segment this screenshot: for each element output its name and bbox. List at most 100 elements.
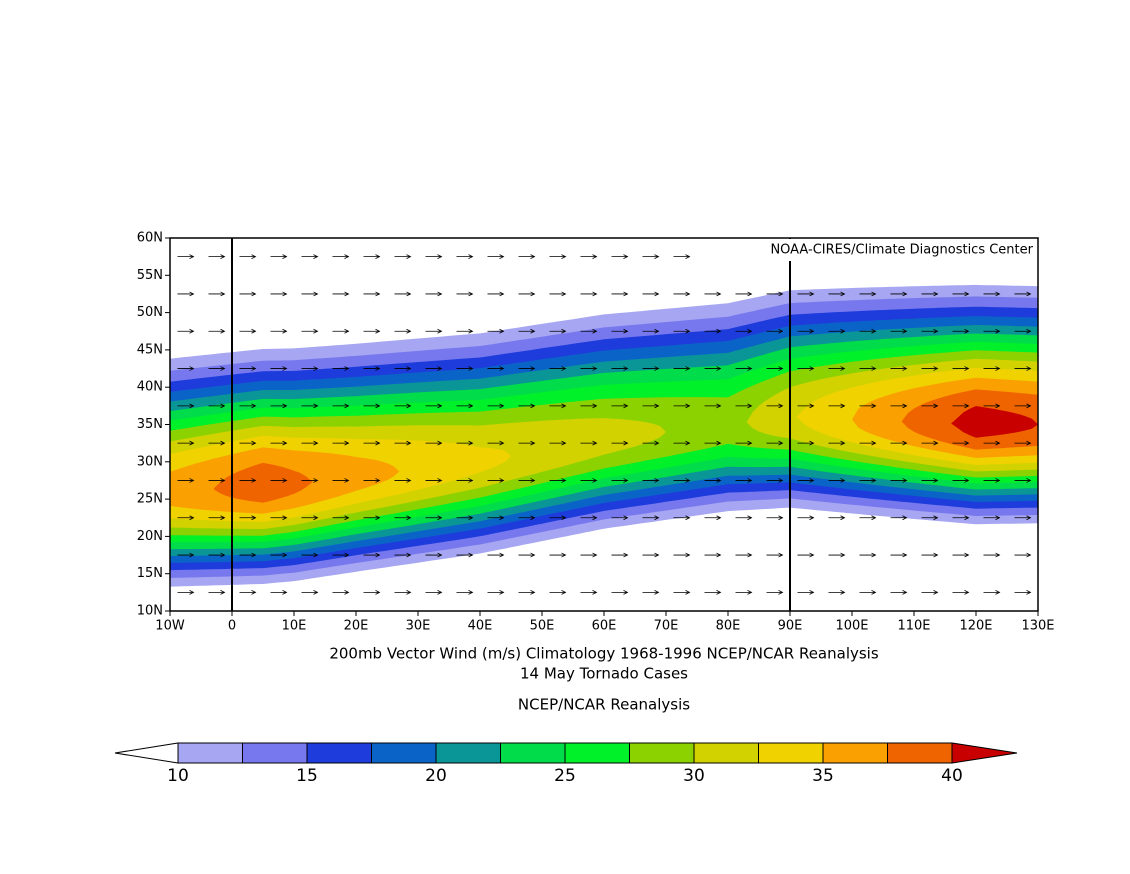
- colorbar-box: [435, 742, 501, 764]
- colorbar-label: 20: [425, 766, 447, 786]
- y-tick-label: 60N: [137, 231, 163, 246]
- vector: [580, 440, 598, 446]
- colorbar-box: [564, 742, 630, 764]
- x-tick-label: 70E: [654, 619, 679, 634]
- vector: [456, 552, 474, 558]
- vector: [921, 328, 939, 334]
- vector: [456, 291, 474, 297]
- vector: [735, 328, 753, 334]
- vector: [425, 254, 443, 260]
- colorbar-label: 40: [941, 766, 963, 786]
- vector: [301, 440, 319, 446]
- vector: [611, 403, 629, 409]
- vector: [766, 552, 784, 558]
- vector: [735, 440, 753, 446]
- colorbar-label: 35: [812, 766, 834, 786]
- vector: [425, 291, 443, 297]
- colorbar-low: [114, 742, 179, 764]
- x-tick-label: 100E: [835, 619, 868, 634]
- vector: [580, 589, 598, 595]
- vector: [766, 589, 784, 595]
- vector: [487, 589, 505, 595]
- vector: [952, 366, 970, 371]
- vector: [642, 589, 660, 595]
- vector: [239, 403, 257, 409]
- vector: [983, 589, 1001, 595]
- vector: [239, 478, 257, 483]
- vector: [611, 478, 629, 483]
- vector: [580, 254, 598, 260]
- vector: [208, 403, 226, 409]
- vector: [394, 291, 412, 297]
- vector: [487, 552, 505, 558]
- vector: [270, 254, 288, 260]
- vector: [208, 291, 226, 297]
- vector: [332, 440, 350, 446]
- vector: [890, 589, 908, 595]
- vector: [890, 552, 908, 558]
- vector: [580, 552, 598, 558]
- vector: [425, 478, 443, 483]
- speed-band: [170, 389, 1038, 503]
- vector: [797, 440, 815, 446]
- vector: [456, 403, 474, 409]
- vector: [828, 589, 846, 595]
- vector: [673, 328, 691, 334]
- colorbar-box: [822, 742, 888, 764]
- vector: [828, 403, 846, 409]
- x-tick-label: 0: [228, 619, 236, 634]
- vector: [425, 366, 443, 371]
- vector: [797, 589, 815, 595]
- y-tick-label: 40N: [137, 380, 163, 395]
- vector: [766, 366, 784, 371]
- vector: [363, 478, 381, 483]
- vector: [456, 328, 474, 334]
- vector: [983, 291, 1001, 297]
- x-tick-label: 60E: [592, 619, 617, 634]
- colorbar-label: 10: [167, 766, 189, 786]
- vector: [549, 478, 567, 483]
- vector: [177, 291, 195, 297]
- vector: [735, 478, 753, 483]
- vector: [828, 366, 846, 371]
- vector: [673, 403, 691, 409]
- vector: [301, 291, 319, 297]
- vector: [766, 291, 784, 297]
- vector: [673, 254, 691, 260]
- vector: [425, 328, 443, 334]
- vector: [487, 366, 505, 371]
- vector: [301, 254, 319, 260]
- vector: [1014, 515, 1032, 521]
- vector: [270, 440, 288, 446]
- vector: [208, 440, 226, 446]
- vector: [983, 515, 1001, 521]
- vector: [611, 328, 629, 334]
- vector: [549, 291, 567, 297]
- x-tick-label: 130E: [1021, 619, 1054, 634]
- vector: [270, 552, 288, 558]
- vector: [611, 552, 629, 558]
- vector: [301, 328, 319, 334]
- colorbar: 10 15 20 25 30 35 40: [114, 742, 1018, 786]
- vector: [673, 291, 691, 297]
- vector: [518, 403, 536, 409]
- vector: [239, 552, 257, 558]
- vector: [394, 440, 412, 446]
- vector: [983, 403, 1001, 409]
- vector: [828, 552, 846, 558]
- vector: [301, 403, 319, 409]
- vector: [859, 478, 877, 483]
- vector: [859, 589, 877, 595]
- colorbar-box: [629, 742, 695, 764]
- vector: [890, 515, 908, 521]
- vector: [487, 254, 505, 260]
- y-tick-label: 15N: [137, 566, 163, 581]
- vector: [921, 552, 939, 558]
- vector: [580, 366, 598, 371]
- x-tick-label: 30E: [406, 619, 431, 634]
- vector: [642, 440, 660, 446]
- vector: [177, 440, 195, 446]
- vector: [177, 478, 195, 483]
- vector: [456, 440, 474, 446]
- vector: [828, 440, 846, 446]
